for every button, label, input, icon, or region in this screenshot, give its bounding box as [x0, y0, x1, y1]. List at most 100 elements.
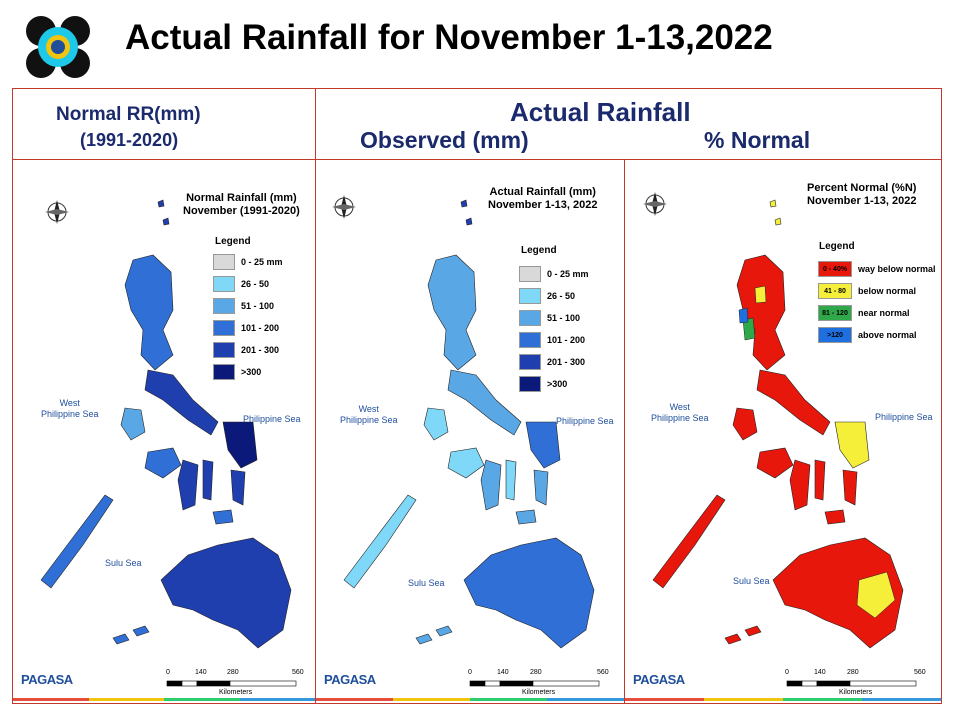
legend-swatch: 81 - 120	[818, 305, 852, 321]
philippines-map-percent-normal	[643, 192, 917, 687]
pagasa-brand: PAGASA	[21, 672, 73, 687]
island-region	[834, 421, 870, 469]
legend-label: above normal	[858, 330, 917, 340]
map-title: Actual Rainfall (mm) November 1-13, 2022	[488, 186, 598, 211]
scale-tick-560: 560	[597, 669, 609, 676]
sea-label-east: Philippine Sea	[875, 412, 933, 422]
legend-swatch	[519, 288, 541, 304]
scale-bar	[469, 680, 600, 687]
legend-swatch	[213, 276, 235, 292]
legend-swatch	[213, 342, 235, 358]
legend-item: 0 - 40% way below normal	[818, 261, 936, 277]
legend-item: 26 - 50	[519, 288, 575, 304]
legend-item: 41 - 80 below normal	[818, 283, 916, 299]
island-region	[505, 459, 517, 501]
legend-title: Legend	[521, 245, 557, 256]
compass-rose-icon	[332, 195, 356, 219]
map-title: Percent Normal (%N) November 1-13, 2022	[807, 182, 917, 207]
island-region	[774, 217, 782, 226]
scale-tick-280: 280	[847, 669, 859, 676]
island-region	[423, 407, 449, 441]
legend-item: >120 above normal	[818, 327, 917, 343]
island-region	[732, 407, 758, 441]
legend-swatch: 41 - 80	[818, 283, 852, 299]
legend-label: near normal	[858, 308, 910, 318]
legend-label: 0 - 25 mm	[241, 257, 283, 267]
island-region	[769, 199, 777, 208]
ribbon-segment	[625, 698, 704, 701]
island-region	[789, 459, 811, 511]
sea-label-south: Sulu Sea	[733, 576, 770, 586]
island-region	[744, 625, 762, 637]
sea-label-west: West Philippine Sea	[651, 402, 709, 423]
scale-segment	[469, 680, 486, 687]
legend-label: 101 - 200	[241, 323, 280, 333]
scale-segment	[849, 680, 917, 687]
map-title: Normal Rainfall (mm) November (1991-2020)	[183, 192, 300, 217]
legend-label: 201 - 300	[241, 345, 280, 355]
island-region	[112, 633, 130, 645]
sea-label-south: Sulu Sea	[408, 578, 445, 588]
sea-label-west: West Philippine Sea	[340, 404, 398, 425]
scale-tick-0: 0	[468, 669, 472, 676]
island-region	[212, 509, 234, 525]
sea-label-south: Sulu Sea	[105, 558, 142, 568]
island-region	[754, 285, 767, 304]
island-region	[533, 469, 549, 506]
legend-label: 26 - 50	[241, 279, 270, 289]
island-region	[144, 447, 182, 479]
scale-tick-0: 0	[166, 669, 170, 676]
island-region	[465, 217, 473, 226]
legend-item: 101 - 200	[519, 332, 585, 348]
island-region	[856, 571, 896, 619]
scale-tick-0: 0	[785, 669, 789, 676]
scale-segment	[181, 680, 198, 687]
map-panel-percent-normal: Percent Normal (%N) November 1-13, 2022 L…	[625, 160, 941, 700]
island-region	[824, 509, 846, 525]
island-region	[447, 369, 522, 436]
legend-title: Legend	[819, 241, 855, 252]
island-region	[724, 633, 742, 645]
actual-rainfall-header: Actual Rainfall	[510, 97, 691, 127]
legend-item: 51 - 100	[213, 298, 274, 314]
sea-label-east: Philippine Sea	[556, 416, 614, 426]
legend-label: 51 - 100	[547, 313, 581, 323]
scale-segment	[484, 680, 501, 687]
legend-item: 101 - 200	[213, 320, 279, 336]
scale-tick-140: 140	[497, 669, 509, 676]
percent-normal-header: % Normal	[704, 127, 811, 153]
island-region	[738, 307, 749, 324]
legend-label: >300	[547, 379, 568, 389]
scale-tick-140: 140	[195, 669, 207, 676]
legend-label: 51 - 100	[241, 301, 275, 311]
scale-unit: Kilometers	[219, 689, 253, 696]
pagasa-brand: PAGASA	[324, 672, 376, 687]
archipelago	[343, 199, 595, 649]
island-region	[447, 447, 485, 479]
legend-label: 101 - 200	[547, 335, 586, 345]
scale-segment	[786, 680, 803, 687]
island-region	[222, 421, 258, 469]
scale-tick-140: 140	[814, 669, 826, 676]
island-region	[40, 494, 114, 589]
panel-frame-3	[624, 159, 942, 704]
ribbon-segment	[393, 698, 470, 701]
island-region	[652, 494, 726, 589]
legend-swatch	[519, 266, 541, 282]
archipelago	[652, 199, 904, 649]
normal-header-line1: Normal RR(mm)	[56, 104, 201, 125]
island-region	[162, 217, 170, 226]
island-region	[415, 633, 433, 645]
legend-swatch	[213, 320, 235, 336]
slide-title: Actual Rainfall for November 1-13,2022	[125, 18, 773, 57]
legend-item: >300	[213, 364, 261, 380]
island-region	[132, 625, 150, 637]
island-region	[144, 369, 219, 436]
sea-label-west: West Philippine Sea	[41, 398, 99, 419]
scale-segment	[532, 680, 600, 687]
legend-item: 51 - 100	[519, 310, 580, 326]
legend-swatch: >120	[818, 327, 852, 343]
normal-header-line2: (1991-2020)	[80, 130, 179, 150]
island-region	[515, 509, 537, 525]
